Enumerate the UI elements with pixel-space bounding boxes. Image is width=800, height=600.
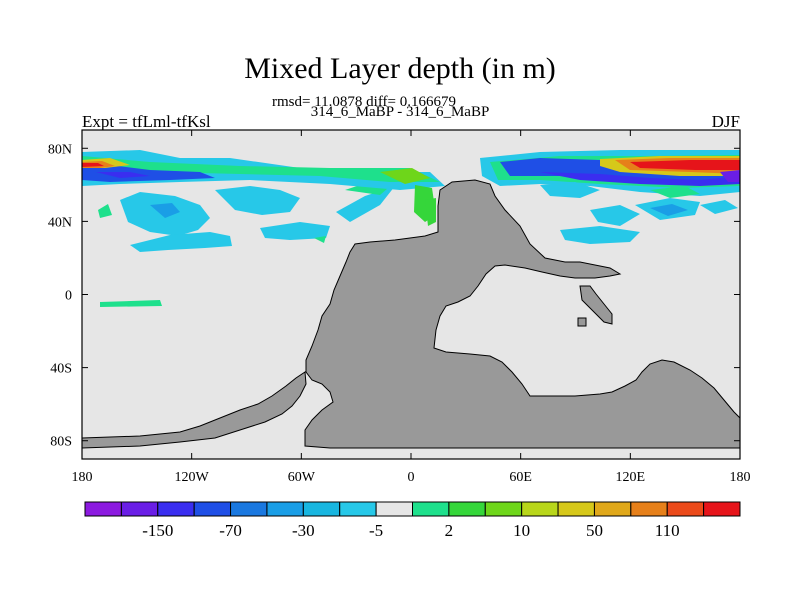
colorbar-box [703, 501, 741, 517]
y-tick-label: 80N [48, 142, 72, 157]
colorbar-box [230, 501, 268, 517]
experiment-label: Expt = tfLml-tfKsl [82, 112, 211, 131]
field-patch-green [650, 186, 700, 198]
colorbar-box [120, 501, 159, 517]
field-band-green [82, 156, 440, 182]
field-patch-lightblue [260, 222, 330, 240]
x-tick-label: 0 [408, 470, 415, 485]
field-patch-lightblue [150, 212, 172, 228]
field-patch-green [98, 204, 112, 218]
field-patch-lightblue [130, 232, 232, 252]
land-mass-small [577, 317, 587, 327]
colorbar-label: -5 [369, 521, 383, 540]
colorbar-label: -150 [142, 521, 173, 540]
field-band-darkblue [96, 172, 150, 178]
field-band-red [630, 160, 740, 170]
y-tick-label: 40S [50, 362, 72, 377]
x-tick-label: 180 [72, 470, 93, 485]
field-patch-lightblue [336, 186, 395, 222]
colorbar-box [266, 501, 304, 517]
field-patch-lightblue [700, 200, 738, 214]
colorbar-box [666, 501, 705, 517]
colorbar-label: -30 [292, 521, 315, 540]
colorbar-box [448, 501, 486, 517]
land-mass-south-tip [82, 371, 307, 449]
field-patch-lightblue [215, 186, 300, 215]
colorbar-label: 10 [513, 521, 530, 540]
colorbar: -150 -70 -30 -5 2 10 50 110 [84, 501, 741, 540]
land-mass-main [304, 179, 740, 449]
colorbar-box [484, 501, 523, 517]
field-band-red [82, 163, 104, 167]
field-patch-lime [380, 168, 430, 184]
field-patch-green [314, 236, 326, 243]
axis-ticks: 180 120W 60W 0 60E 120E 180 80N 40N 0 40S 80S [48, 130, 751, 485]
field-strip-green [100, 300, 162, 307]
field-patch-lightblue [540, 182, 600, 198]
field-patch-green [425, 198, 436, 226]
stats-text: rmsd= 11.0878 diff= 0.166679 [272, 94, 456, 110]
colorbar-box [412, 501, 450, 517]
colorbar-label: -70 [219, 521, 242, 540]
field-patch-blue [150, 203, 180, 218]
y-tick-label: 0 [65, 289, 72, 304]
season-label: DJF [711, 112, 740, 131]
x-tick-label: 180 [730, 470, 751, 485]
x-tick-label: 120E [616, 470, 646, 485]
field-patch-lightblue [560, 226, 640, 244]
field-band-blue [82, 165, 215, 182]
colorbar-label: 2 [445, 521, 454, 540]
x-tick-label: 60W [288, 470, 316, 485]
chart-title: Mixed Layer depth (in m) [244, 52, 556, 85]
colorbar-box [593, 501, 632, 517]
field-patch-blue [650, 204, 688, 216]
colorbar-box [302, 501, 341, 517]
colorbar-box [521, 501, 559, 517]
x-tick-label: 60E [509, 470, 532, 485]
colorbar-box [193, 501, 232, 517]
colorbar-box [630, 501, 668, 517]
x-tick-label: 120W [175, 470, 210, 485]
y-tick-label: 40N [48, 215, 72, 230]
field-band-darkblue [540, 172, 740, 186]
colorbar-label: 50 [586, 521, 603, 540]
colorbar-box [157, 501, 195, 517]
field-patch-lightblue [590, 205, 640, 226]
land-mass-island [579, 285, 613, 325]
colorbar-box [375, 501, 414, 517]
colorbar-box [557, 501, 595, 517]
colorbar-box [84, 501, 122, 517]
chart-subtitle: 314_6_MaBP - 314_6_MaBP [310, 104, 490, 120]
y-tick-label: 80S [50, 435, 72, 450]
field-band-purple [720, 170, 740, 182]
colorbar-box [339, 501, 377, 517]
colorbar-label: 110 [655, 521, 680, 540]
